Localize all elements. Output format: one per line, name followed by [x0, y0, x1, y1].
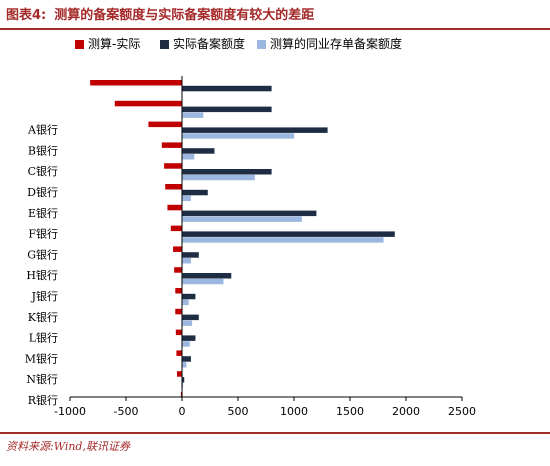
category-label: D银行 [27, 185, 58, 199]
legend-swatch-3 [257, 40, 266, 49]
bar-3-13 [182, 341, 190, 347]
bar-2-6 [182, 189, 208, 196]
category-label: C银行 [28, 164, 58, 178]
bar-2-3 [182, 127, 328, 133]
category-label: J银行 [31, 289, 58, 303]
bar-1-5 [164, 163, 182, 169]
category-label: N银行 [26, 372, 58, 386]
legend-swatch-2 [160, 40, 169, 49]
x-tick-label: 2500 [448, 405, 476, 418]
bar-1-2 [114, 100, 182, 107]
bar-3-4 [182, 154, 195, 160]
bar-1-15 [176, 371, 182, 377]
x-tick-label: 0 [179, 405, 186, 418]
source-divider [0, 432, 550, 434]
bar-2-15 [182, 377, 185, 383]
bar-1-10 [174, 267, 182, 273]
bar-3-2 [182, 112, 204, 118]
bar-3-14 [182, 362, 187, 368]
title-bar [0, 0, 550, 30]
figure-label: 图表4: [6, 8, 47, 23]
bar-2-7 [182, 210, 317, 217]
chart-title: 图表4: 测算的备案额度与实际备案额度有较大的差距 [6, 4, 314, 23]
bar-2-4 [182, 148, 215, 154]
category-label: R银行 [28, 393, 58, 407]
category-label: F银行 [28, 227, 58, 241]
bar-3-7 [182, 216, 302, 222]
bar-1-3 [148, 121, 182, 128]
legend-swatch-1 [75, 40, 84, 49]
category-label: A银行 [27, 123, 58, 137]
legend-label-1: 测算-实际 [88, 36, 140, 51]
bar-2-8 [182, 231, 395, 237]
bar-2-12 [182, 314, 199, 321]
bar-1-8 [170, 225, 182, 232]
category-label: E银行 [28, 206, 58, 220]
x-tick-label: 1000 [280, 405, 308, 418]
x-tick-label: 500 [228, 405, 249, 418]
x-tick-label: 2000 [392, 405, 420, 418]
bar-1-14 [176, 350, 182, 356]
bar-2-9 [182, 252, 199, 258]
x-tick-label: -500 [114, 405, 139, 418]
bar-1-4 [161, 142, 182, 148]
x-tick-label: 1500 [336, 405, 364, 418]
legend-label-3: 测算的同业存单备案额度 [270, 36, 402, 51]
bar-chart: 测算-实际 实际备案额度 测算的同业存单备案额度 A银行 B银行 C银行 D银行 E银行 F银行… [25, 36, 476, 418]
bar-2-10 [182, 273, 232, 279]
category-label: B银行 [28, 143, 58, 157]
bar-3-9 [182, 258, 191, 264]
category-label: H银行 [26, 268, 58, 282]
legend-label-2: 实际备案额度 [173, 36, 245, 51]
bar-3-11 [182, 299, 189, 306]
category-label: K银行 [28, 310, 58, 324]
bar-1-16 [180, 392, 182, 398]
bar-3-6 [182, 195, 191, 202]
bar-3-5 [182, 174, 255, 181]
bar-1-9 [173, 246, 182, 252]
bar-2-13 [182, 335, 196, 341]
bar-3-15 [182, 382, 184, 389]
bar-1-7 [167, 204, 182, 211]
bar-3-8 [182, 237, 384, 243]
bar-2-14 [182, 356, 191, 362]
bar-1-6 [165, 184, 182, 190]
category-label: L银行 [29, 331, 58, 345]
bar-3-10 [182, 278, 224, 285]
bar-2-5 [182, 169, 272, 175]
bar-2-1 [182, 85, 272, 92]
source-note: 资料来源:Wind,联讯证券 [6, 440, 130, 453]
category-label: G银行 [27, 247, 58, 261]
bar-3-12 [182, 320, 193, 326]
title-text: 测算的备案额度与实际备案额度有较大的差距 [54, 8, 315, 23]
bar-1-12 [175, 308, 182, 315]
x-tick-label: -1000 [54, 405, 86, 418]
bar-2-11 [182, 293, 196, 300]
bar-1-11 [175, 288, 182, 294]
bar-1-13 [175, 329, 182, 336]
bar-2-2 [182, 106, 272, 113]
bar-1-1 [90, 80, 182, 86]
bar-3-3 [182, 133, 294, 139]
category-label: M银行 [25, 351, 58, 365]
